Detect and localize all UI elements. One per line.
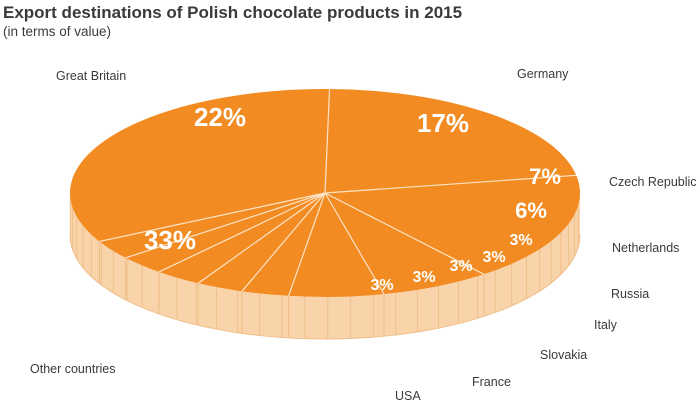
slice-divider: [287, 192, 326, 297]
category-label: France: [472, 375, 511, 389]
category-label: Netherlands: [612, 241, 679, 255]
category-label: Great Britain: [56, 69, 126, 83]
value-label: 3%: [370, 277, 393, 294]
category-labels: Great Britain Germany Czech Republic Nether…: [30, 67, 697, 403]
slice-divider: [99, 192, 326, 243]
pie-bottom-rim: [69, 234, 581, 340]
value-label: 17%: [417, 108, 469, 138]
value-label: 3%: [412, 269, 435, 286]
category-label: Slovakia: [540, 348, 587, 362]
chart-title: Export destinations of Polish chocolate …: [3, 3, 463, 22]
value-label: 22%: [194, 102, 246, 132]
value-label: 7%: [529, 164, 561, 189]
value-label: 3%: [482, 249, 505, 266]
pie-slices: [70, 88, 580, 297]
pie-side: [70, 193, 580, 339]
value-labels: 22% 17%7%6%3%3%3%3%3%33%: [144, 102, 561, 294]
category-label: USA: [395, 389, 421, 403]
value-label: 6%: [515, 198, 547, 223]
pie-slice-czech-republic: [325, 193, 485, 295]
slice-divider: [324, 174, 577, 194]
value-label: 3%: [449, 258, 472, 275]
category-label: Other countries: [30, 362, 115, 376]
pie-slice-france: [125, 193, 325, 272]
chart-subtitle: (in terms of value): [3, 24, 112, 39]
pie-slice-great-britain: [325, 89, 577, 193]
slice-divider: [158, 192, 326, 273]
value-label: 3%: [509, 232, 532, 249]
category-label: Czech Republic: [609, 175, 697, 189]
value-label: 33%: [144, 225, 196, 255]
pie-slice-slovakia: [158, 193, 325, 284]
slice-divider: [324, 192, 385, 295]
pie-slice-usa: [99, 193, 325, 258]
slice-divider: [125, 192, 326, 259]
category-label: Italy: [594, 318, 618, 332]
pie-slice-germany: [325, 175, 580, 275]
pie-slice-russia: [241, 193, 325, 296]
slice-divider: [324, 88, 331, 194]
slice-divider: [324, 192, 485, 275]
pie-slice-italy: [198, 193, 325, 292]
category-label: Russia: [611, 287, 649, 301]
category-label: Germany: [517, 67, 569, 81]
slice-divider: [241, 192, 326, 292]
slice-dividers: [99, 88, 577, 297]
pie-slice-other-countries: [70, 88, 330, 242]
pie-side-wall: [69, 193, 581, 340]
pie-slice-netherlands: [288, 193, 385, 297]
slice-divider: [197, 192, 326, 284]
